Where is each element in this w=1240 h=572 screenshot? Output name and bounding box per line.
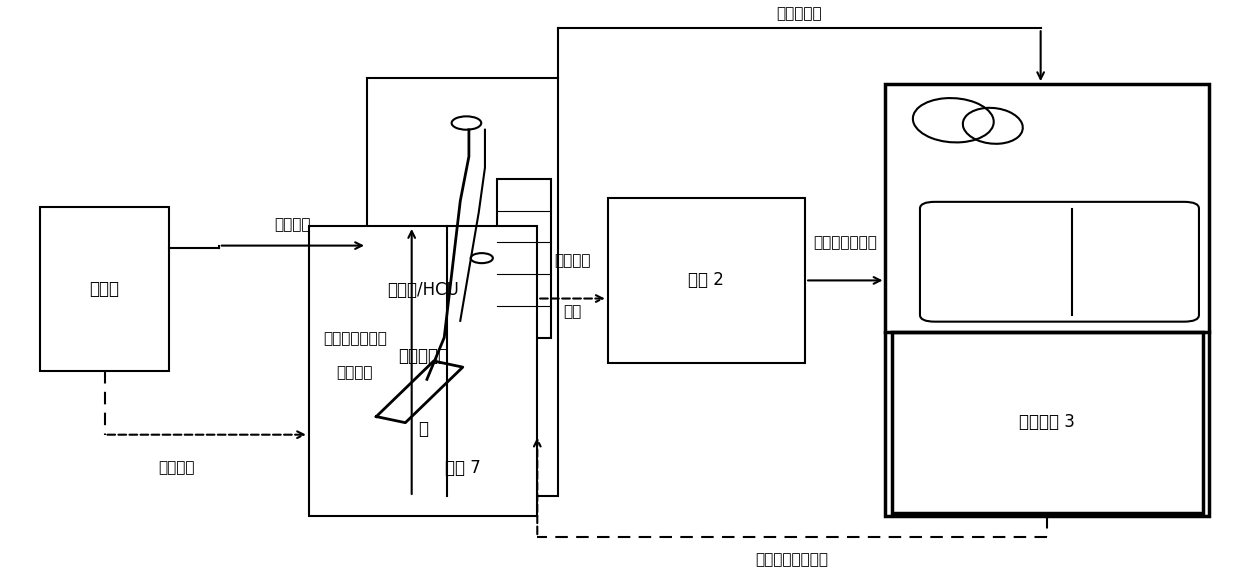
Text: 电机 2: 电机 2 [688,272,724,289]
Text: 控制器/HCU: 控制器/HCU [387,281,459,299]
Text: 控制: 控制 [563,304,582,319]
Text: 驾驶员: 驾驶员 [89,280,119,298]
Bar [367,78,558,496]
Text: 液压控制单: 液压控制单 [398,347,448,366]
Text: 助力电机: 助力电机 [554,253,590,268]
Bar [608,198,805,363]
Bar [309,226,537,516]
Bar [497,178,551,337]
Text: 制动主缸压力反馈: 制动主缸压力反馈 [755,553,828,567]
Text: 位置信号: 位置信号 [336,365,373,380]
Text: 踏板制动力: 踏板制动力 [776,7,822,22]
Text: 制动动作: 制动动作 [274,217,311,232]
Text: 助力机构制动力: 助力机构制动力 [813,235,877,250]
Bar [885,84,1209,516]
Text: 元: 元 [418,420,428,438]
Text: 踏板 7: 踏板 7 [445,459,480,477]
Text: 制动主缸 3: 制动主缸 3 [1019,414,1075,431]
Bar [892,332,1203,513]
Text: 相对位移传感器: 相对位移传感器 [322,331,387,347]
Bar [40,206,170,371]
Text: 制动强度: 制动强度 [157,460,195,475]
FancyBboxPatch shape [920,202,1199,321]
